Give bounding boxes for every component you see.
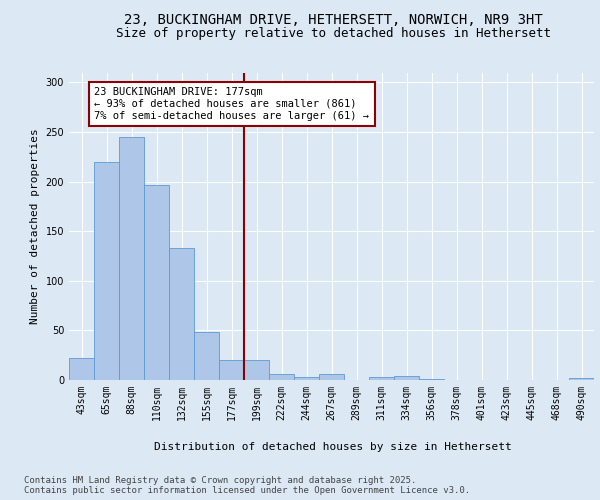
Bar (244, 360, 269, 380)
Text: 23, BUCKINGHAM DRIVE, HETHERSETT, NORWICH, NR9 3HT: 23, BUCKINGHAM DRIVE, HETHERSETT, NORWIC… (124, 12, 542, 26)
Bar (269, 374, 294, 380)
Bar (94, 162, 119, 380)
Bar (69, 358, 94, 380)
Bar (569, 378, 594, 380)
Text: Size of property relative to detached houses in Hethersett: Size of property relative to detached ho… (116, 28, 551, 40)
Bar (419, 379, 444, 380)
Text: Distribution of detached houses by size in Hethersett: Distribution of detached houses by size … (154, 442, 512, 452)
Bar (319, 374, 344, 380)
Bar (294, 377, 319, 380)
Bar (194, 332, 219, 380)
Bar (169, 248, 194, 380)
Bar (144, 184, 169, 380)
Text: 23 BUCKINGHAM DRIVE: 177sqm
← 93% of detached houses are smaller (861)
7% of sem: 23 BUCKINGHAM DRIVE: 177sqm ← 93% of det… (95, 88, 370, 120)
Y-axis label: Number of detached properties: Number of detached properties (30, 128, 40, 324)
Bar (394, 376, 419, 380)
Bar (219, 360, 244, 380)
Bar (119, 137, 144, 380)
Text: Contains HM Land Registry data © Crown copyright and database right 2025.
Contai: Contains HM Land Registry data © Crown c… (24, 476, 470, 495)
Bar (369, 377, 394, 380)
